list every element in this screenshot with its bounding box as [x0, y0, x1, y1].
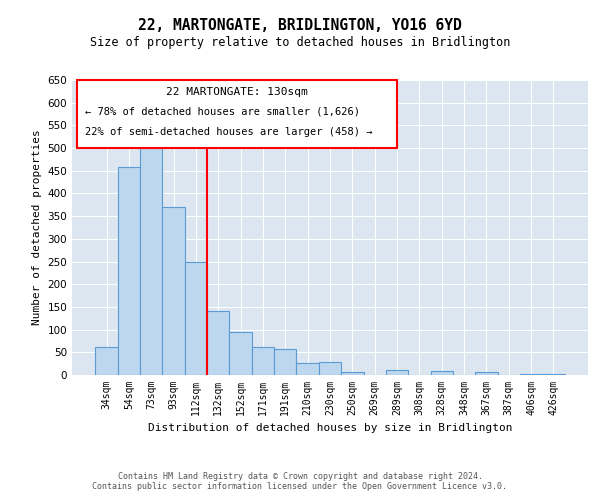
Bar: [341, 372, 364, 375]
Bar: [431, 371, 453, 375]
Text: Contains HM Land Registry data © Crown copyright and database right 2024.: Contains HM Land Registry data © Crown c…: [118, 472, 482, 481]
Bar: [274, 348, 296, 375]
Text: Contains public sector information licensed under the Open Government Licence v3: Contains public sector information licen…: [92, 482, 508, 491]
Text: 22 MARTONGATE: 130sqm: 22 MARTONGATE: 130sqm: [166, 88, 308, 98]
Bar: [118, 167, 140, 375]
Text: 22% of semi-detached houses are larger (458) →: 22% of semi-detached houses are larger (…: [85, 127, 373, 137]
FancyBboxPatch shape: [77, 80, 397, 148]
Bar: [475, 372, 497, 375]
X-axis label: Distribution of detached houses by size in Bridlington: Distribution of detached houses by size …: [148, 424, 512, 434]
Bar: [207, 310, 229, 375]
Bar: [520, 374, 542, 375]
Y-axis label: Number of detached properties: Number of detached properties: [32, 130, 42, 326]
Bar: [542, 374, 565, 375]
Bar: [140, 139, 163, 375]
Bar: [252, 347, 274, 375]
Text: 22, MARTONGATE, BRIDLINGTON, YO16 6YD: 22, MARTONGATE, BRIDLINGTON, YO16 6YD: [138, 18, 462, 32]
Bar: [163, 207, 185, 375]
Bar: [319, 362, 341, 375]
Text: ← 78% of detached houses are smaller (1,626): ← 78% of detached houses are smaller (1,…: [85, 106, 360, 117]
Bar: [95, 347, 118, 375]
Bar: [386, 370, 408, 375]
Text: Size of property relative to detached houses in Bridlington: Size of property relative to detached ho…: [90, 36, 510, 49]
Bar: [296, 362, 319, 375]
Bar: [185, 262, 207, 375]
Bar: [229, 332, 252, 375]
